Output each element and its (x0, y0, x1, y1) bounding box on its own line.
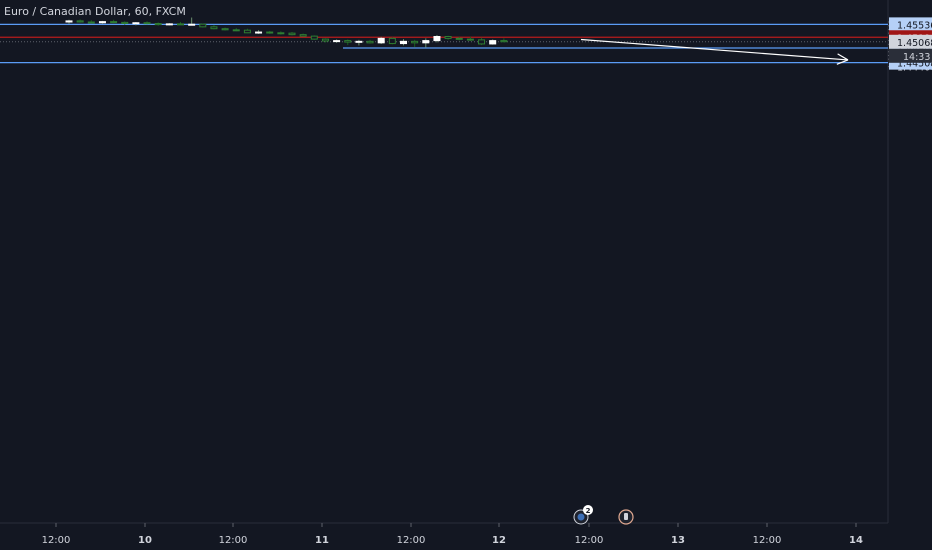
price-labels: 1.455361.451901.449021.445081.4506814:33 (889, 17, 932, 70)
x-tick-label: 14 (849, 535, 863, 546)
bear-candle-body (455, 37, 463, 40)
horizontal-levels[interactable] (0, 23, 888, 64)
x-tick-label: 10 (138, 535, 152, 546)
bear-candle-body (310, 35, 318, 40)
chart-title: Euro / Canadian Dollar, 60, FXCM (4, 5, 186, 18)
bull-candle-body (255, 31, 263, 34)
bear-candle-body (177, 23, 184, 26)
bull-candle-body (433, 36, 441, 42)
event-count-text: 2 (586, 507, 591, 515)
x-tick-label: 12:00 (42, 535, 71, 546)
bull-candle-body (377, 37, 385, 44)
x-tick-label: 11 (315, 535, 329, 546)
bull-candle-body (188, 23, 196, 26)
bear-candle-body (444, 36, 452, 39)
bull-candle-body (98, 21, 106, 24)
x-tick-label: 12 (492, 535, 506, 546)
bear-candle-body (299, 34, 307, 37)
arrow-head[interactable] (837, 53, 849, 61)
bear-candle-body (466, 38, 474, 41)
bear-candle-body (288, 32, 296, 36)
bear-candle-body (199, 23, 207, 28)
bull-candle-body (132, 22, 140, 25)
earnings-event-dot (577, 513, 585, 521)
bear-candle-body (321, 38, 329, 42)
event-count-badge (583, 505, 593, 515)
bear-candle-body (366, 40, 374, 44)
event-markers[interactable]: 2 (573, 505, 634, 525)
x-tick-label: 13 (671, 535, 685, 546)
bull-candle-body (165, 23, 173, 26)
x-tick-label: 12:00 (575, 535, 604, 546)
bull-candle-body (489, 40, 497, 45)
bear-candle-body (411, 40, 419, 44)
bear-candle-body (154, 22, 162, 26)
countdown-label: 14:33 (903, 52, 930, 63)
bull-candle-body (333, 40, 341, 43)
bull-candle-body (65, 20, 73, 23)
countdown-bg (889, 48, 932, 63)
x-tick-label: 12:00 (219, 535, 248, 546)
bear-candle-body (478, 39, 486, 45)
bear-candle-body (221, 28, 229, 31)
bear-candle-body (76, 20, 84, 23)
arrow-shaft[interactable] (580, 38, 849, 61)
bear-candle-body (143, 22, 151, 25)
bear-candle-body (344, 40, 352, 43)
bear-candle-body (87, 21, 95, 24)
projection-arrow[interactable] (580, 38, 849, 65)
current-price-label: 1.45068 (897, 38, 932, 49)
x-tick-label: 12:00 (753, 535, 782, 546)
current-price-label-bg (889, 34, 932, 49)
dividend-event-mark (624, 513, 628, 520)
bear-candle-body (232, 29, 240, 32)
level-price-label: 1.45536 (897, 20, 932, 31)
bull-candle-body (400, 40, 407, 45)
bear-candle-body (500, 40, 508, 43)
candles (65, 17, 508, 48)
x-tick-label: 12:00 (397, 535, 426, 546)
bull-candle-body (355, 40, 363, 43)
bear-candle-body (266, 31, 274, 34)
bear-candle-body (243, 29, 251, 34)
x-axis-ticks: 12:00 10 12:00 11 12:00 12 12:00 13 12:00 14 (42, 523, 863, 546)
bear-candle-body (110, 21, 118, 24)
bear-candle-body (121, 21, 129, 24)
bear-candle-body (277, 32, 285, 35)
bear-candle-body (388, 37, 396, 45)
arrow-head[interactable] (836, 59, 849, 65)
level-price-label: 1.44508 (897, 59, 932, 70)
level-price-label-bg (889, 17, 932, 32)
bear-candle-body (210, 26, 218, 30)
bull-candle-body (422, 40, 430, 44)
